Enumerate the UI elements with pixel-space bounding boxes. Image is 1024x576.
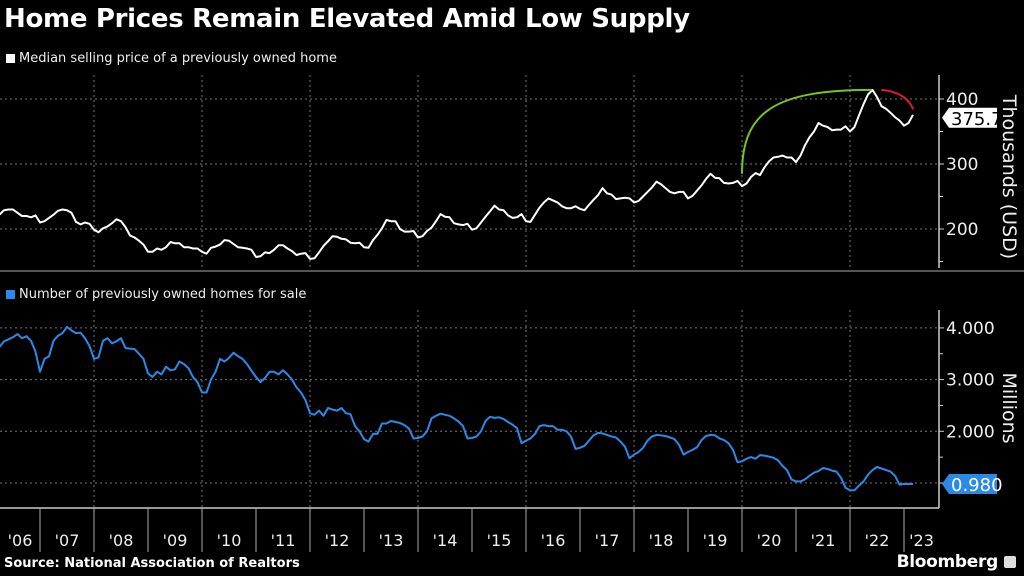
chart-title: Home Prices Remain Elevated Amid Low Sup… xyxy=(4,4,690,34)
y-tick-label: 200 xyxy=(946,220,978,240)
x-tick-label: '06 xyxy=(8,531,33,550)
inventory-line xyxy=(0,325,913,492)
x-tick-label: '20 xyxy=(757,531,782,550)
y-tick-label: 4.000 xyxy=(946,319,995,339)
x-tick-label: '23 xyxy=(909,531,934,550)
x-tick-label: '19 xyxy=(703,531,728,550)
last-value-label: 375.7 xyxy=(951,109,1003,130)
legend-swatch-inventory xyxy=(6,290,15,299)
x-tick-label: '09 xyxy=(163,531,188,550)
x-tick-label: '10 xyxy=(217,531,242,550)
x-tick-label: '07 xyxy=(55,531,80,550)
price-line xyxy=(0,88,914,260)
y-axis-title: Thousands (USD) xyxy=(998,94,1020,259)
falling-arc-annotation xyxy=(881,88,915,110)
panel-inventory: 2.000 3.000 4.000 Millions 0.980 xyxy=(0,310,1020,508)
last-value-badge xyxy=(942,107,997,128)
panel-price: 200 300 400 Thousands (USD)375.7 xyxy=(0,75,1020,268)
y-tick-label: 400 xyxy=(946,90,978,110)
legend-inventory: Number of previously owned homes for sal… xyxy=(6,287,306,302)
x-tick-label: '08 xyxy=(109,531,134,550)
legend-label-price: Median selling price of a previously own… xyxy=(19,51,337,66)
x-tick-label: '18 xyxy=(649,531,674,550)
last-value-badge xyxy=(942,474,997,495)
y-tick-label: 300 xyxy=(946,155,978,175)
rising-arc-annotation xyxy=(741,88,872,174)
legend-label-inventory: Number of previously owned homes for sal… xyxy=(19,287,307,302)
x-tick-label: '12 xyxy=(325,531,350,550)
x-tick-label: '17 xyxy=(595,531,620,550)
legend-swatch-price xyxy=(6,54,15,63)
y-axis-title: Millions xyxy=(998,372,1020,443)
x-tick-label: '21 xyxy=(811,531,836,550)
x-tick-label: '13 xyxy=(379,531,404,550)
source-note: Source: National Association of Realtors xyxy=(4,556,300,571)
x-tick-label: '15 xyxy=(487,531,512,550)
chart-icon xyxy=(1004,556,1016,568)
logo-text: Bloomberg xyxy=(896,552,999,572)
y-tick-label: 2.000 xyxy=(946,422,995,442)
bloomberg-logo: Bloomberg xyxy=(897,552,1016,572)
x-tick-label: '11 xyxy=(271,531,296,550)
legend-price: Median selling price of a previously own… xyxy=(6,51,337,66)
last-value-label: 0.980 xyxy=(951,475,1003,496)
x-tick-label: '22 xyxy=(865,531,890,550)
x-tick-label: '16 xyxy=(541,531,566,550)
y-tick-label: 3.000 xyxy=(946,371,995,391)
x-tick-label: '14 xyxy=(433,531,458,550)
